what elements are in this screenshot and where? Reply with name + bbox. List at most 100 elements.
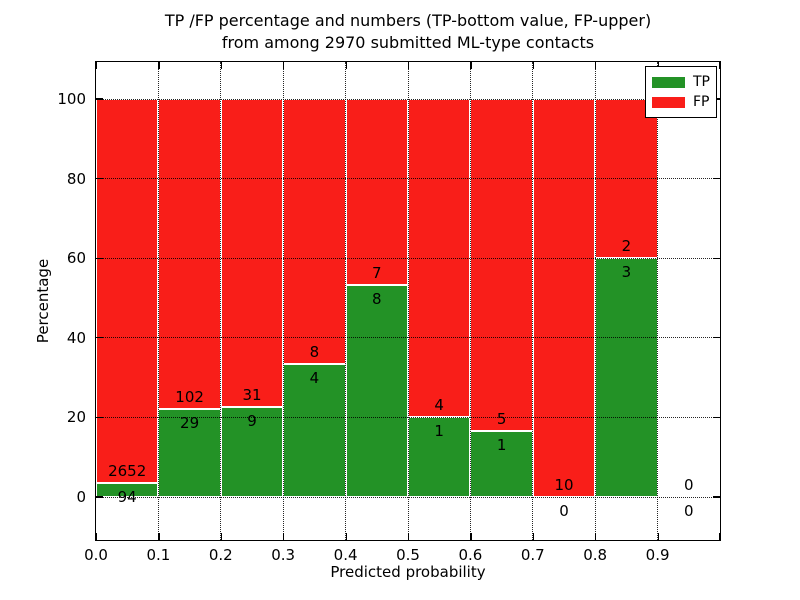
legend-item-fp: FP bbox=[652, 92, 710, 112]
bar-count-label-tp: 4 bbox=[309, 369, 320, 388]
bar-count-label-tp: 1 bbox=[434, 422, 444, 441]
bar-count-label-fp: 4 bbox=[434, 396, 444, 415]
tick-mark bbox=[718, 62, 720, 69]
x-tick-label: 0.8 bbox=[583, 546, 608, 564]
tick-mark bbox=[718, 533, 720, 540]
tick-mark bbox=[283, 533, 285, 540]
bar-count-label-fp: 0 bbox=[684, 476, 694, 494]
tick-mark bbox=[470, 533, 472, 540]
bar-segment-fp bbox=[96, 99, 159, 484]
x-tick-label: 0.6 bbox=[458, 546, 483, 564]
bar-count-label-fp: 5 bbox=[496, 409, 507, 428]
tick-mark bbox=[713, 177, 720, 180]
gridline-vertical bbox=[345, 62, 347, 540]
tick-mark bbox=[96, 257, 103, 259]
bar-segment-fp bbox=[158, 99, 221, 409]
tick-mark bbox=[713, 416, 720, 419]
tick-mark bbox=[345, 62, 347, 69]
fp-color-swatch bbox=[652, 96, 685, 108]
x-tick-label: 0.1 bbox=[146, 546, 171, 564]
x-tick-label: 0.9 bbox=[645, 546, 670, 564]
legend-item-tp: TP bbox=[652, 72, 710, 92]
bar-segment-tp bbox=[408, 417, 471, 497]
tick-mark bbox=[408, 62, 410, 69]
plot-area: 2652 94 102 29 31 9 8 4 7 8 4 1 5 1 10 0 2 3 0 0 bbox=[95, 61, 721, 541]
bar-count-label-tp: 1 bbox=[496, 435, 507, 454]
legend-label-tp: TP bbox=[693, 74, 710, 90]
bar-count-label-tp: 0 bbox=[684, 502, 694, 520]
tp-color-swatch bbox=[652, 76, 685, 88]
bar-count-label-fp: 2 bbox=[621, 237, 632, 256]
bar-segment-tp bbox=[96, 483, 159, 497]
legend-label-fp: FP bbox=[693, 94, 710, 110]
tick-mark bbox=[220, 62, 223, 69]
tick-mark bbox=[96, 62, 98, 69]
tick-mark bbox=[96, 533, 98, 540]
bar-count-label-tp: 94 bbox=[117, 488, 137, 507]
bar-segment-tp bbox=[595, 258, 658, 497]
x-axis-label: Predicted probability bbox=[330, 563, 486, 581]
tick-mark bbox=[96, 177, 103, 180]
tick-mark bbox=[713, 496, 720, 498]
tick-mark bbox=[657, 533, 659, 540]
tick-mark bbox=[345, 533, 347, 540]
tick-mark bbox=[532, 62, 535, 69]
bar-count-label-tp: 29 bbox=[180, 413, 200, 432]
gridline-vertical bbox=[532, 62, 534, 540]
tick-mark bbox=[220, 533, 223, 540]
gridline-vertical bbox=[594, 62, 596, 540]
tick-mark bbox=[158, 533, 160, 540]
chart-title: TP /FP percentage and numbers (TP-bottom… bbox=[8, 10, 800, 54]
tick-mark bbox=[96, 496, 103, 498]
gridline-vertical bbox=[657, 62, 659, 540]
gridline-vertical bbox=[220, 62, 222, 540]
tick-mark bbox=[96, 98, 103, 100]
bar-segment-tp bbox=[470, 430, 533, 497]
bar-segment-fp bbox=[532, 99, 596, 497]
bar-count-label-tp: 8 bbox=[372, 289, 382, 308]
tick-mark bbox=[470, 62, 472, 69]
tick-mark bbox=[657, 62, 659, 69]
y-tick-label: 40 bbox=[66, 328, 86, 347]
bar-count-label-fp: 102 bbox=[175, 387, 204, 406]
bar-segment-tp bbox=[220, 407, 284, 497]
tick-mark bbox=[713, 257, 720, 259]
y-tick-label: 60 bbox=[66, 249, 86, 268]
x-tick-label: 0.7 bbox=[520, 546, 545, 564]
x-tick-label: 0.2 bbox=[208, 546, 233, 564]
gridline-vertical bbox=[282, 62, 284, 540]
bar-count-label-fp: 31 bbox=[242, 386, 262, 405]
tick-mark bbox=[595, 533, 597, 540]
bar-segment-fp bbox=[220, 99, 284, 408]
gridline-vertical bbox=[157, 62, 159, 540]
x-tick-label: 0.5 bbox=[396, 546, 420, 564]
bar-count-label-tp: 0 bbox=[559, 502, 569, 520]
y-tick-label: 0 bbox=[76, 488, 86, 506]
bar-segment-tp bbox=[158, 408, 221, 497]
tick-mark bbox=[408, 533, 410, 540]
x-tick-label: 0.4 bbox=[333, 546, 358, 564]
bar-segment-fp bbox=[470, 99, 533, 431]
bar-segment-tp bbox=[283, 364, 346, 497]
chart-title-line2: from among 2970 submitted ML-type contac… bbox=[221, 33, 595, 52]
bar-count-label-fp: 10 bbox=[554, 476, 574, 494]
bar-count-label-tp: 9 bbox=[247, 412, 257, 431]
bar-segment-fp bbox=[283, 99, 346, 365]
bar-count-label-fp: 2652 bbox=[108, 462, 147, 481]
legend: TP FP bbox=[645, 66, 717, 118]
tick-mark bbox=[532, 533, 535, 540]
y-tick-label: 100 bbox=[57, 90, 86, 108]
gridline-vertical bbox=[469, 62, 471, 540]
tick-mark bbox=[158, 62, 160, 69]
bar-count-label-fp: 8 bbox=[309, 343, 320, 362]
tick-mark bbox=[96, 416, 103, 419]
gridline-vertical bbox=[407, 62, 409, 540]
tick-mark bbox=[283, 62, 285, 69]
y-tick-label: 20 bbox=[66, 408, 86, 427]
tick-mark bbox=[713, 337, 720, 339]
bar-count-label-fp: 7 bbox=[372, 263, 382, 282]
x-tick-label: 0.0 bbox=[84, 546, 108, 564]
bar-segment-fp bbox=[345, 99, 408, 285]
y-tick-label: 80 bbox=[66, 169, 86, 188]
